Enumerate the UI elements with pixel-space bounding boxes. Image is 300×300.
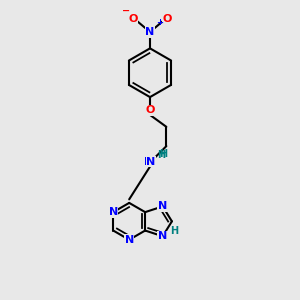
Text: +: +	[157, 19, 164, 28]
Text: N: N	[146, 27, 154, 37]
Text: N: N	[158, 231, 167, 241]
Text: N: N	[158, 201, 167, 212]
Text: H: H	[170, 226, 178, 236]
Text: −: −	[122, 6, 130, 16]
Text: N: N	[146, 157, 155, 166]
Text: N: N	[144, 157, 153, 166]
Text: N: N	[109, 207, 118, 217]
Text: N: N	[124, 235, 134, 245]
Text: H: H	[159, 149, 167, 159]
Text: H: H	[158, 150, 166, 160]
Text: O: O	[128, 14, 138, 24]
Text: O: O	[145, 106, 155, 116]
Text: O: O	[162, 14, 172, 24]
